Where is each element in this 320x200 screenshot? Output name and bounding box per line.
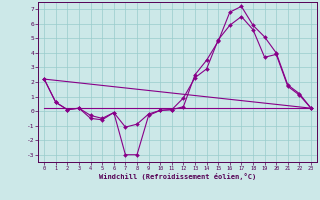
X-axis label: Windchill (Refroidissement éolien,°C): Windchill (Refroidissement éolien,°C) xyxy=(99,173,256,180)
